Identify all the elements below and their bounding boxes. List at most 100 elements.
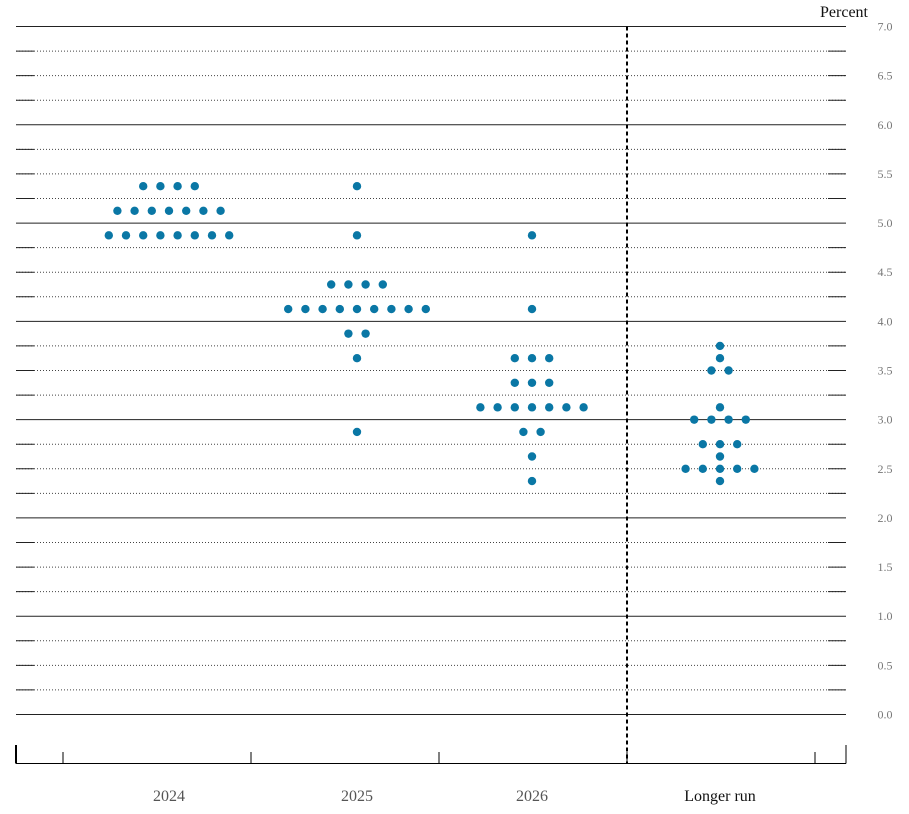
projection-dot <box>527 452 537 461</box>
x-category-label: 2025 <box>341 788 373 805</box>
projection-dot <box>199 206 208 215</box>
projection-dot <box>352 304 362 314</box>
projection-dot <box>733 440 742 449</box>
projection-dot <box>519 427 528 437</box>
projection-dot <box>352 182 362 191</box>
projection-dot <box>527 403 537 412</box>
projection-dot <box>690 415 699 424</box>
y-tick-label: 4.5 <box>878 265 893 279</box>
projection-dot <box>715 403 725 412</box>
projection-dot <box>715 464 725 473</box>
projection-dot <box>335 304 344 314</box>
projection-dot <box>139 231 148 240</box>
y-tick-label: 0.5 <box>878 658 893 672</box>
x-category-label: Longer run <box>684 788 756 805</box>
gridlines <box>16 26 846 715</box>
projection-dot <box>527 378 537 387</box>
projection-dot <box>352 231 362 240</box>
projection-dot <box>707 366 716 375</box>
projection-dot <box>104 231 114 240</box>
projection-dot <box>493 403 502 412</box>
projection-dot <box>173 231 182 240</box>
projection-dot <box>750 464 759 473</box>
projection-dot <box>707 415 716 424</box>
y-tick-label: 5.0 <box>878 216 893 230</box>
projection-dot <box>545 403 554 412</box>
axes <box>15 26 847 764</box>
projection-dot <box>741 415 750 424</box>
projection-dot <box>121 231 131 240</box>
y-tick-label: 6.5 <box>878 69 893 83</box>
projection-dot <box>352 427 362 437</box>
projection-dot <box>681 464 690 473</box>
y-tick-label: 1.5 <box>878 560 893 574</box>
projection-dot <box>182 206 191 215</box>
projection-dot <box>545 354 554 363</box>
projection-dot <box>190 231 199 240</box>
projection-dot <box>352 354 362 363</box>
projection-dot <box>344 329 353 338</box>
y-tick-label: 3.0 <box>878 413 893 427</box>
projection-dot <box>387 304 396 314</box>
y-tick-label: 7.0 <box>878 20 893 34</box>
projection-dot <box>173 182 182 191</box>
dots <box>104 182 759 486</box>
y-tick-label: 2.0 <box>878 511 893 525</box>
projection-dot <box>156 182 165 191</box>
projection-dot <box>344 280 353 289</box>
projection-dot <box>715 452 725 461</box>
projection-dot <box>510 378 519 387</box>
projection-dot <box>421 304 430 314</box>
y-tick-label: 0.0 <box>878 708 893 722</box>
projection-dot <box>724 415 733 424</box>
projection-dot <box>156 231 165 240</box>
projection-dot <box>562 403 571 412</box>
projection-dot <box>698 464 707 473</box>
projection-dot <box>724 366 733 375</box>
y-tick-label: 4.0 <box>878 314 893 328</box>
projection-dot <box>190 182 199 191</box>
y-unit-label: Percent <box>820 4 869 21</box>
projection-dot <box>225 231 234 240</box>
projection-dot <box>147 206 156 215</box>
projection-dot <box>715 476 725 486</box>
projection-dot <box>361 280 370 289</box>
projection-dot <box>139 182 148 191</box>
projection-dot <box>378 280 387 289</box>
projection-dot <box>476 403 485 412</box>
y-tick-label: 1.0 <box>878 609 893 623</box>
projection-dot <box>510 354 519 363</box>
y-tick-label: 2.5 <box>878 462 893 476</box>
y-tick-label: 5.5 <box>878 167 893 181</box>
x-category-label: 2026 <box>516 788 548 805</box>
labels: 0.0 0.5 1.0 1.5 2.0 2.5 3.0 3.5 4.0 4.5 5.0 5.5 6.0 6… <box>153 20 893 806</box>
projection-dot <box>113 206 122 215</box>
projection-dot <box>527 354 537 363</box>
projection-dot <box>216 206 225 215</box>
projection-dot <box>164 206 174 215</box>
projection-dot <box>318 304 327 314</box>
y-tick-label: 3.5 <box>878 364 893 378</box>
projection-dot <box>361 329 370 338</box>
projection-dot <box>715 440 725 449</box>
projection-dot <box>715 341 725 351</box>
projection-dot <box>404 304 413 314</box>
y-tick-label: 6.0 <box>878 118 893 132</box>
projection-dot <box>301 304 310 314</box>
projection-dot <box>536 427 545 437</box>
projection-dot <box>579 403 588 412</box>
projection-dot <box>510 403 519 412</box>
projection-dot <box>527 231 537 240</box>
projection-dot <box>698 440 707 449</box>
projection-dot <box>130 206 139 215</box>
projection-dot <box>284 304 293 314</box>
projection-dot <box>733 464 742 473</box>
projection-dot <box>370 304 379 314</box>
projection-dot <box>545 378 554 387</box>
x-category-label: 2024 <box>153 788 185 805</box>
projection-dot <box>527 476 537 486</box>
projection-dot <box>207 231 217 240</box>
projection-dot <box>327 280 336 289</box>
projection-dot <box>527 304 537 314</box>
